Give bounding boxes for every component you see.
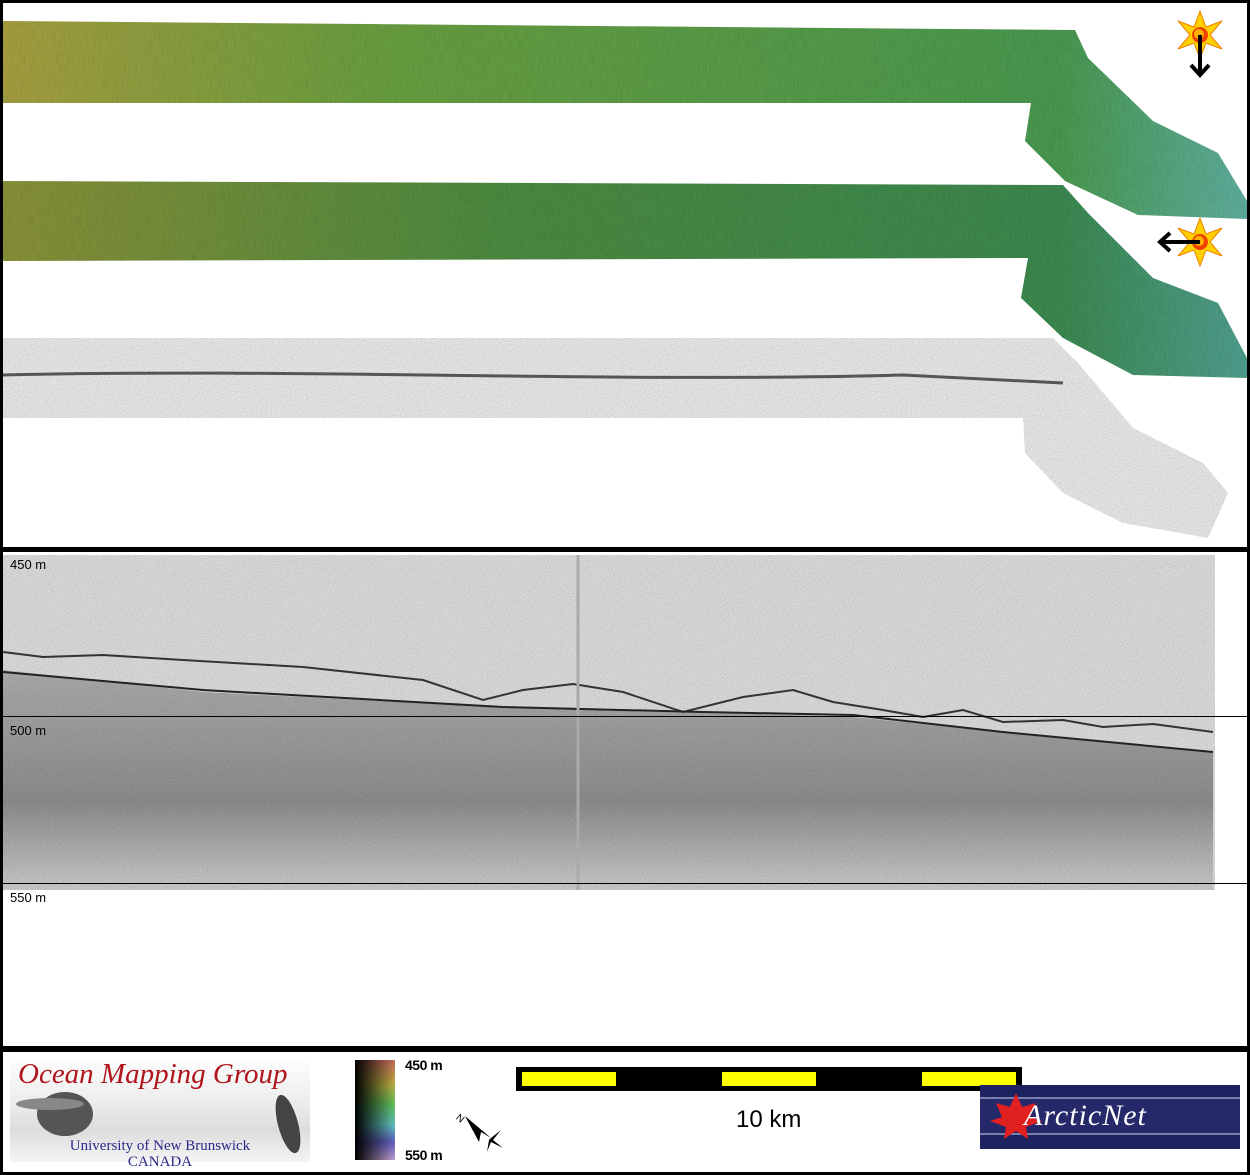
map-panel (3, 3, 1247, 547)
north-arrow-icon: N (453, 1112, 503, 1152)
ocean-mapping-group-logo: Ocean Mapping Group University of New Br… (10, 1056, 310, 1170)
omg-logo-artwork (16, 1092, 301, 1154)
omg-logo-title: Ocean Mapping Group (18, 1058, 288, 1090)
depth-label-550: 550 m (10, 890, 47, 905)
colorbar-bottom-label: 550 m (405, 1147, 443, 1163)
iceberg-scour-reflector (3, 651, 1214, 733)
sun-east-icon (1157, 216, 1223, 268)
scale-bar-label: 10 km (736, 1106, 802, 1133)
depth-label-450: 450 m (10, 557, 47, 572)
backscatter-swath (3, 338, 1228, 538)
backscatter-nadir-line (3, 371, 1064, 385)
sub-seafloor (3, 670, 1213, 890)
footer-panel: Ocean Mapping Group University of New Br… (3, 1052, 1247, 1172)
arcticnet-logo: ArcticNet (980, 1085, 1240, 1149)
swath-maps (3, 9, 1247, 538)
scale-bar (516, 1067, 1022, 1091)
depth-colorbar (355, 1060, 395, 1160)
omg-logo-country: CANADA (127, 1154, 193, 1170)
depth-label-500: 500 m (10, 723, 47, 738)
bathymetry-swath-east-illumination (3, 181, 1247, 378)
arcticnet-logo-text: ArcticNet (1024, 1099, 1147, 1132)
subbottom-profile-image (3, 555, 1215, 890)
depth-gridline-550 (3, 883, 1247, 884)
colorbar-top-label: 450 m (405, 1057, 443, 1073)
bathymetry-swath-north-illumination (3, 21, 1247, 219)
depth-gridline-500 (3, 716, 1247, 717)
seafloor-reflector (3, 671, 1214, 753)
sun-north-icon (1177, 9, 1223, 78)
subbottom-profile-panel: 450 m 500 m 550 m (3, 552, 1247, 1046)
north-label: N (453, 1112, 466, 1125)
maple-leaf-icon (990, 1093, 1042, 1139)
omg-logo-university: University of New Brunswick (69, 1138, 251, 1154)
